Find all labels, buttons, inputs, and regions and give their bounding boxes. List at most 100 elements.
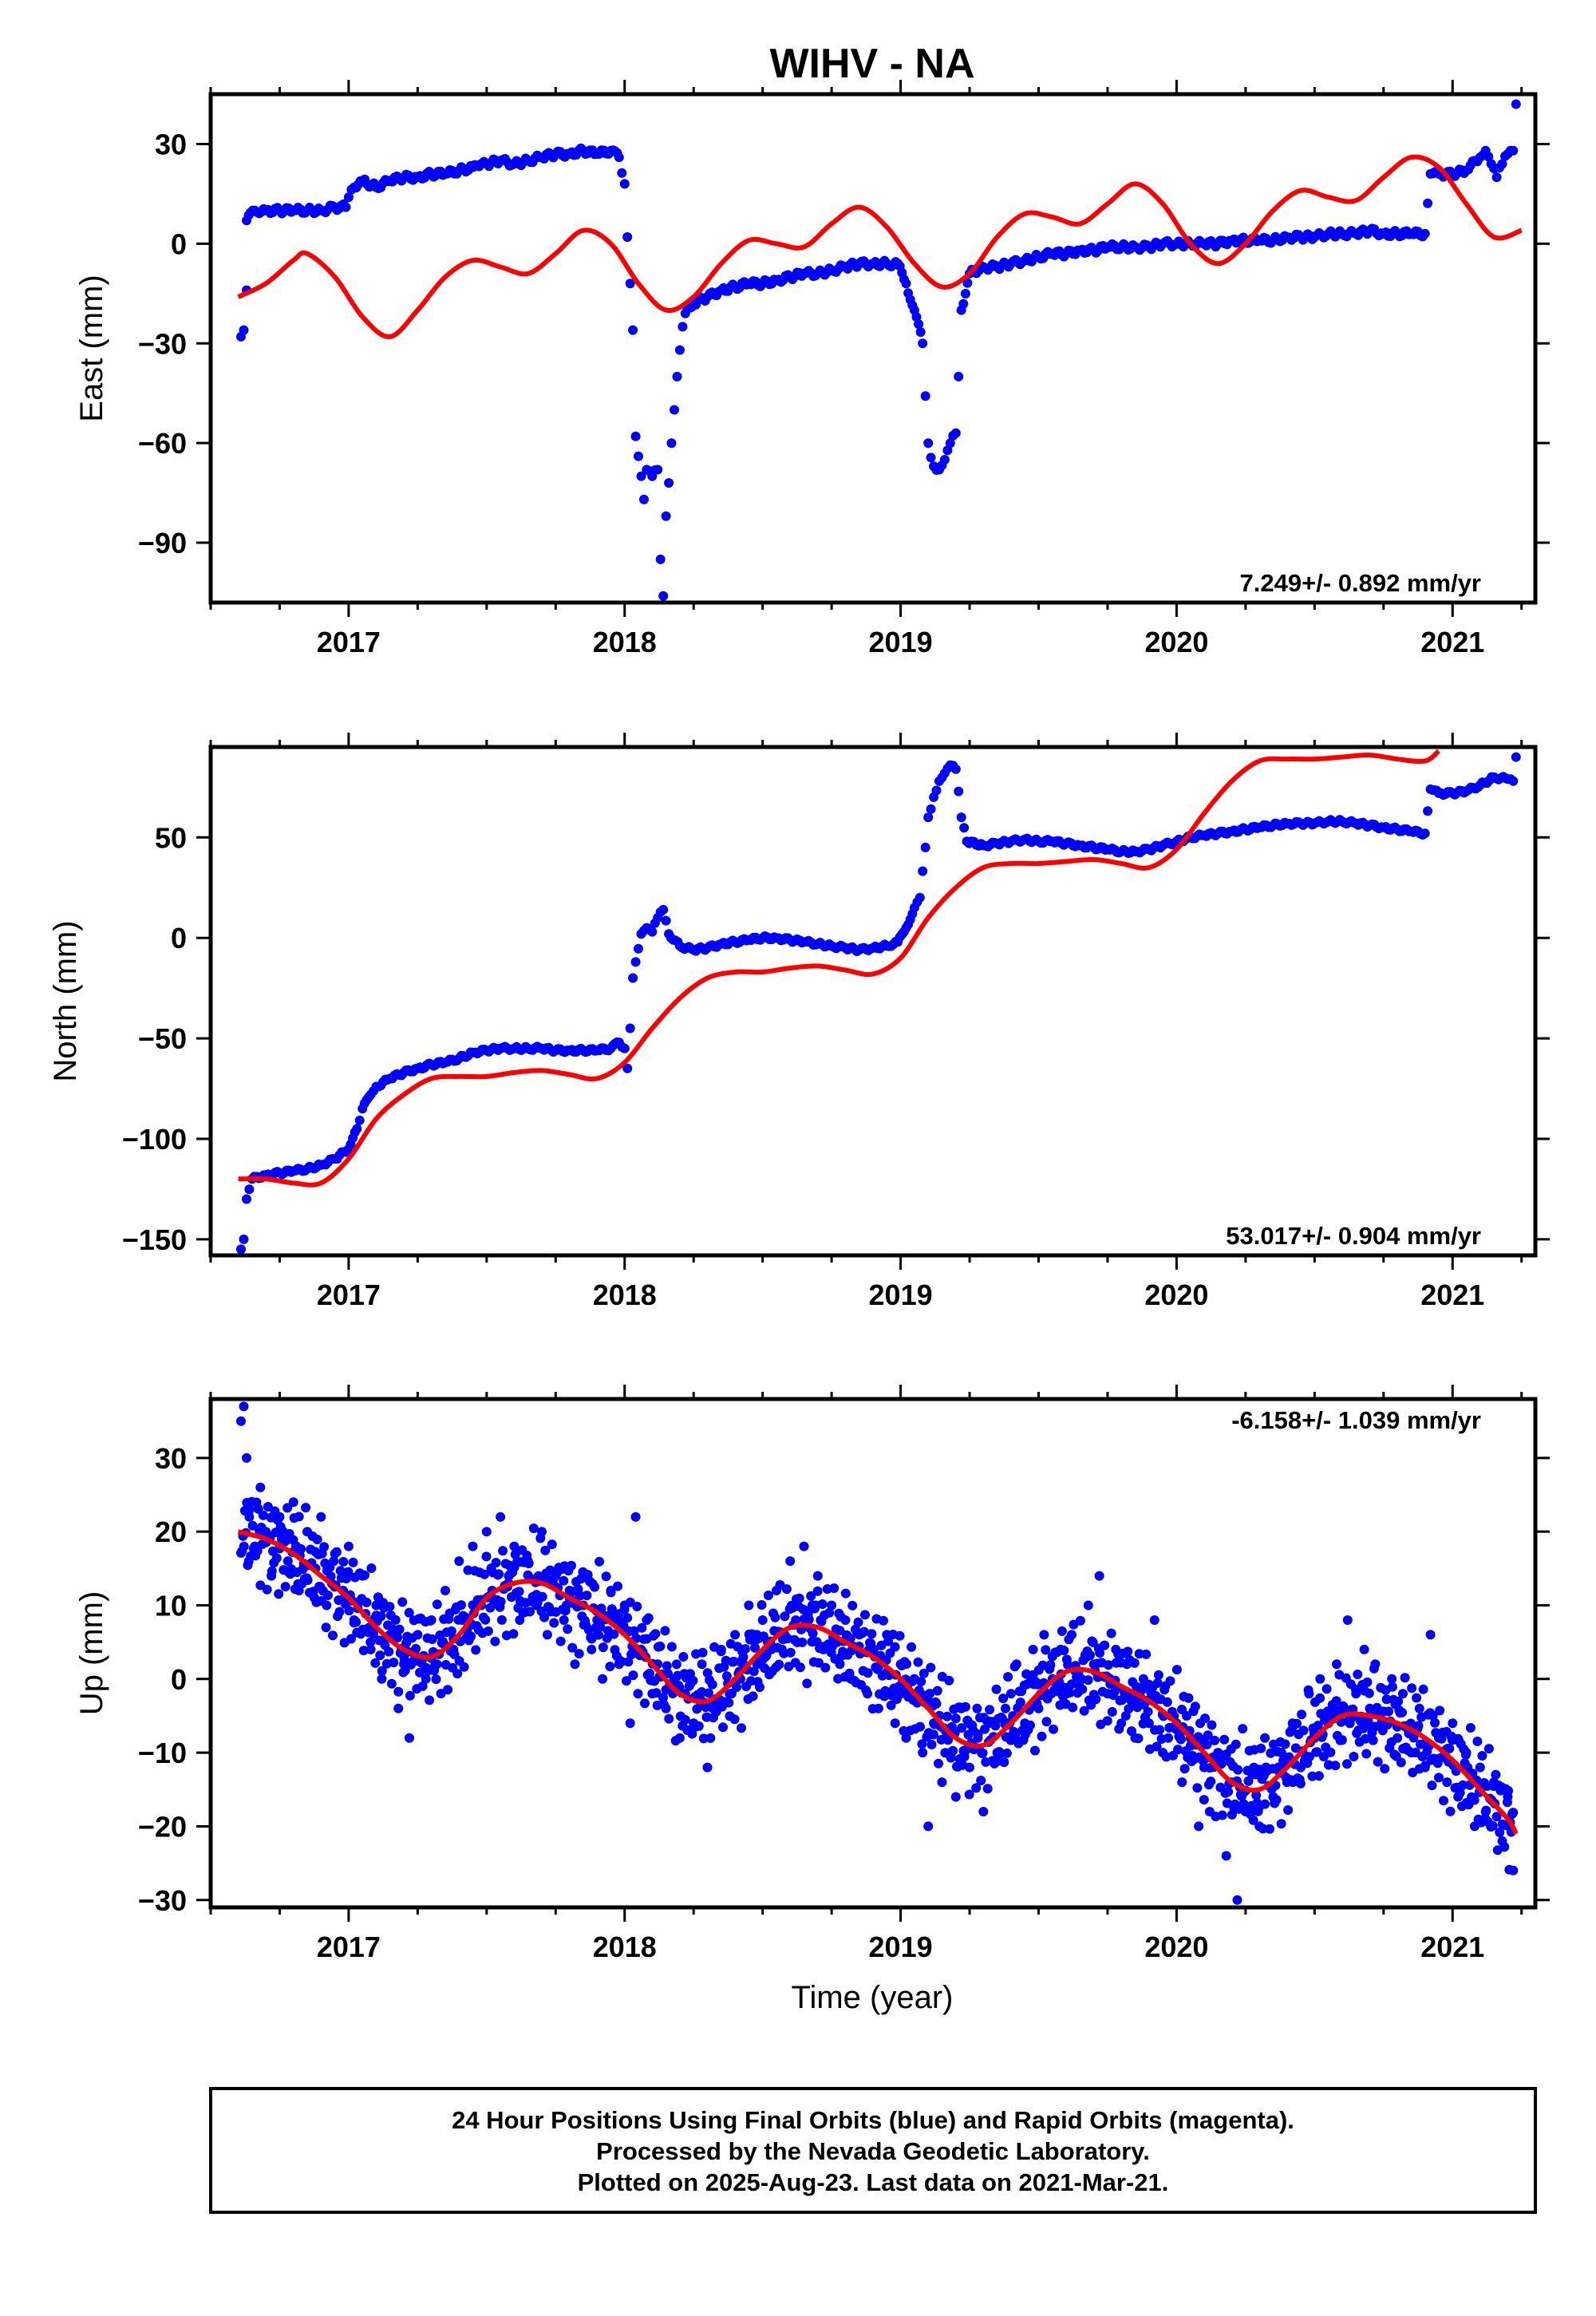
up-point: [1165, 1676, 1175, 1686]
up-point: [595, 1556, 605, 1567]
up-point: [757, 1600, 767, 1610]
up-point: [1037, 1731, 1047, 1741]
up-point: [1325, 1747, 1336, 1757]
north-point: [1505, 774, 1515, 785]
up-point: [640, 1698, 650, 1709]
up-point: [404, 1607, 414, 1618]
up-point: [1068, 1702, 1078, 1713]
east-point: [655, 554, 666, 564]
up-point: [1222, 1798, 1232, 1808]
up-point: [918, 1668, 929, 1678]
up-point: [1231, 1739, 1241, 1749]
north-point: [617, 1041, 627, 1052]
north-y-tick-label: −150: [122, 1223, 187, 1256]
up-x-tick-label: 2017: [317, 1931, 381, 1963]
up-point: [236, 1416, 246, 1426]
up-point: [1349, 1752, 1359, 1761]
up-point: [1104, 1660, 1113, 1670]
east-point: [672, 371, 682, 381]
up-point: [659, 1700, 670, 1710]
up-point: [868, 1644, 879, 1654]
up-point: [242, 1452, 251, 1463]
up-point: [923, 1821, 934, 1832]
up-point: [794, 1593, 804, 1603]
up-point: [1173, 1745, 1183, 1755]
up-point: [942, 1711, 952, 1721]
up-point: [936, 1734, 946, 1745]
up-point: [643, 1613, 654, 1623]
up-point: [1064, 1634, 1074, 1645]
east-y-tick-label: −90: [138, 527, 187, 559]
up-point: [1330, 1761, 1341, 1771]
east-point: [239, 325, 249, 335]
up-rate-label: -6.158+/- 1.039 mm/yr: [1231, 1406, 1481, 1434]
up-point: [1469, 1795, 1479, 1805]
up-point: [549, 1618, 559, 1628]
up-point: [370, 1658, 381, 1668]
up-point: [1133, 1733, 1144, 1744]
up-point: [1380, 1764, 1390, 1774]
up-point: [1403, 1745, 1413, 1756]
up-point: [425, 1695, 435, 1705]
up-point: [466, 1631, 476, 1642]
up-point: [937, 1777, 947, 1788]
east-point: [617, 168, 627, 178]
up-point: [1407, 1683, 1417, 1694]
up-point: [770, 1612, 780, 1622]
up-point: [1009, 1662, 1020, 1672]
north-point: [907, 909, 918, 919]
up-point: [1502, 1797, 1512, 1808]
up-point: [995, 1749, 1005, 1759]
up-point: [1233, 1765, 1243, 1775]
up-point: [709, 1642, 720, 1652]
up-y-tick-label: 20: [155, 1516, 187, 1548]
up-point: [425, 1615, 436, 1626]
east-point: [630, 431, 641, 441]
east-point: [678, 322, 688, 332]
up-point: [1504, 1864, 1515, 1875]
up-point: [1141, 1649, 1152, 1659]
up-point: [1397, 1707, 1407, 1717]
up-point: [820, 1662, 831, 1673]
up-point: [1260, 1733, 1270, 1743]
up-point: [998, 1694, 1009, 1704]
up-point: [1059, 1646, 1069, 1655]
up-point: [316, 1596, 326, 1606]
up-point: [559, 1615, 569, 1625]
up-point: [343, 1567, 354, 1577]
up-point: [950, 1792, 961, 1802]
up-point: [384, 1646, 394, 1657]
north-point: [923, 812, 934, 823]
up-point: [601, 1571, 611, 1582]
north-point: [655, 907, 666, 917]
up-point: [1455, 1788, 1465, 1798]
up-point: [1353, 1670, 1363, 1679]
up-point: [847, 1600, 858, 1611]
up-point: [1387, 1674, 1397, 1684]
up-point: [1280, 1739, 1290, 1749]
up-point: [1364, 1688, 1374, 1698]
up-point: [666, 1642, 677, 1652]
north-fit-line: [238, 749, 1440, 1188]
up-point: [1465, 1723, 1476, 1733]
up-point: [840, 1588, 851, 1599]
up-point: [836, 1611, 846, 1622]
up-point: [861, 1685, 871, 1695]
up-point: [1149, 1615, 1159, 1625]
up-point: [366, 1563, 377, 1573]
up-point: [785, 1556, 796, 1567]
up-point: [1079, 1705, 1089, 1716]
up-point: [802, 1678, 812, 1689]
up-point: [671, 1659, 681, 1670]
up-point: [1481, 1805, 1491, 1816]
north-point: [628, 973, 638, 983]
up-point: [1041, 1645, 1051, 1655]
up-point: [1179, 1764, 1190, 1774]
up-point: [1171, 1665, 1182, 1675]
up-point: [863, 1668, 873, 1678]
up-point: [271, 1553, 282, 1563]
north-point: [350, 1127, 360, 1137]
east-y-tick-label: −60: [138, 427, 187, 460]
up-point: [1477, 1751, 1487, 1761]
up-point: [1312, 1747, 1322, 1757]
